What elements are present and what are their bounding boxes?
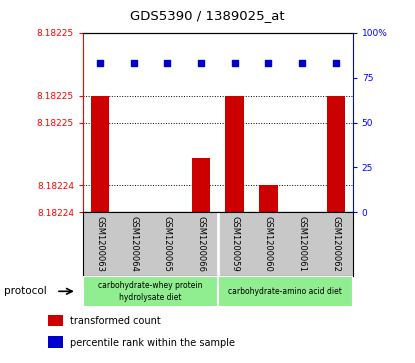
Point — [332, 60, 339, 66]
Bar — [218, 276, 353, 307]
Text: GSM1200062: GSM1200062 — [332, 216, 340, 272]
Point — [130, 60, 137, 66]
Bar — [327, 95, 345, 212]
Bar — [48, 336, 63, 348]
Text: GSM1200064: GSM1200064 — [129, 216, 138, 272]
Text: transformed count: transformed count — [70, 316, 160, 326]
Text: percentile rank within the sample: percentile rank within the sample — [70, 338, 234, 347]
Text: GSM1200060: GSM1200060 — [264, 216, 273, 272]
Text: GSM1200061: GSM1200061 — [298, 216, 307, 272]
Point — [164, 60, 171, 66]
Text: GSM1200059: GSM1200059 — [230, 216, 239, 271]
Bar — [158, 212, 176, 239]
Text: GSM1200065: GSM1200065 — [163, 216, 172, 272]
Bar — [259, 185, 278, 212]
Text: GDS5390 / 1389025_at: GDS5390 / 1389025_at — [130, 9, 285, 22]
Point — [299, 60, 305, 66]
Bar — [225, 95, 244, 212]
Text: carbohydrate-amino acid diet: carbohydrate-amino acid diet — [228, 287, 342, 296]
Bar — [124, 212, 143, 239]
Point — [265, 60, 272, 66]
Bar — [192, 159, 210, 212]
Bar — [83, 276, 218, 307]
Bar — [90, 95, 109, 212]
Point — [232, 60, 238, 66]
Text: carbohydrate-whey protein
hydrolysate diet: carbohydrate-whey protein hydrolysate di… — [98, 281, 203, 302]
Point — [97, 60, 103, 66]
Text: GSM1200066: GSM1200066 — [197, 216, 205, 272]
Text: GSM1200063: GSM1200063 — [95, 216, 104, 272]
Point — [198, 60, 204, 66]
Bar — [48, 314, 63, 326]
Text: protocol: protocol — [4, 286, 47, 296]
